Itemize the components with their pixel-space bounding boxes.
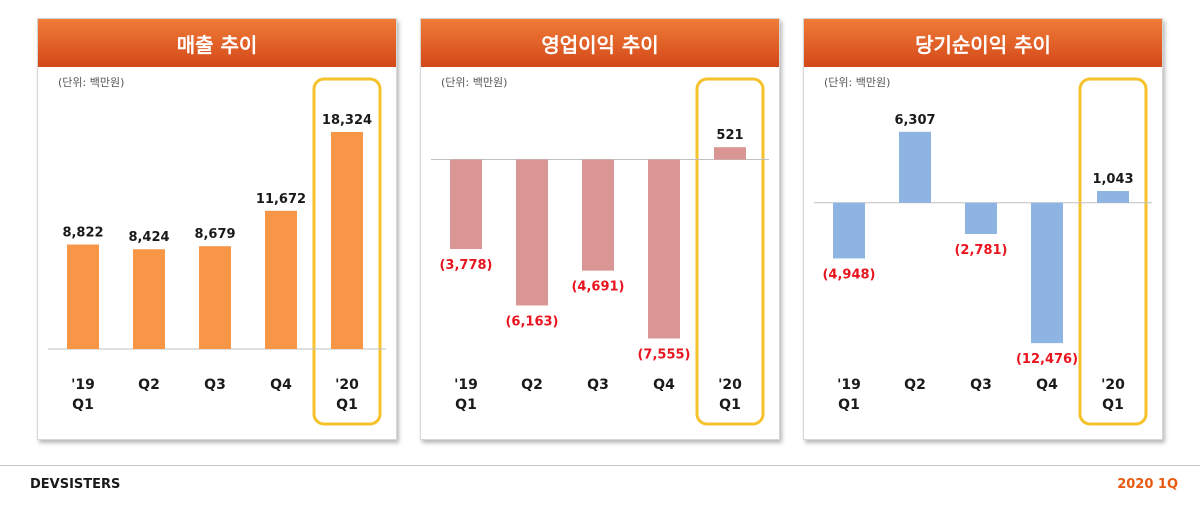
- sales-category-label: Q3: [204, 377, 226, 393]
- operating-profit-category-label: Q1: [719, 397, 741, 413]
- net-income-bar: [1031, 202, 1063, 344]
- sales-chart-title: 매출 추이: [38, 19, 396, 67]
- net-income-chart-title: 당기순이익 추이: [804, 19, 1162, 67]
- operating-profit-category-label: Q2: [521, 377, 543, 393]
- sales-unit-label: (단위: 백만원): [58, 76, 125, 89]
- net-income-unit-label: (단위: 백만원): [824, 76, 891, 89]
- sales-category-label: Q2: [138, 377, 160, 393]
- sales-bar: [265, 210, 297, 349]
- net-income-category-label: '20: [1101, 377, 1125, 393]
- sales-bar: [199, 246, 231, 349]
- net-income-chart: (4,948) '19 Q1 6,307 Q2 (2,781) Q3 (12,476) Q4 1,…: [814, 77, 1152, 426]
- operating-profit-highlight-box: [695, 77, 765, 426]
- operating-profit-unit-label: (단위: 백만원): [441, 76, 508, 89]
- sales-highlight-box: [312, 77, 382, 426]
- operating-profit-category-label: Q4: [653, 377, 675, 393]
- operating-profit-value-label: (4,691): [571, 280, 624, 295]
- footer-period: 2020 1Q: [1117, 477, 1178, 492]
- sales-value-label: 8,679: [194, 227, 235, 242]
- operating-profit-chart-title: 영업이익 추이: [421, 19, 779, 67]
- footer-divider: [0, 465, 1200, 466]
- sales-category-label: Q1: [336, 397, 358, 413]
- sales-bar: [331, 132, 363, 349]
- operating-profit-bar: [582, 159, 614, 271]
- sales-chart: 8,822 '19 Q1 8,424 Q2 8,679 Q3 11,672 Q4 18,324 '2…: [48, 77, 386, 426]
- net-income-category-label: '19: [837, 377, 861, 393]
- sales-chart-panel: 매출 추이 (단위: 백만원) 8,822 '19 Q1 8,424 Q2 8,679 Q3…: [37, 18, 397, 440]
- operating-profit-category-label: '20: [718, 377, 742, 393]
- sales-value-label: 8,424: [128, 230, 169, 245]
- net-income-bar: [965, 202, 997, 235]
- net-income-value-label: (12,476): [1016, 352, 1078, 367]
- net-income-value-label: 1,043: [1092, 172, 1133, 187]
- sales-category-label: Q4: [270, 377, 292, 393]
- net-income-category-label: Q1: [838, 397, 860, 413]
- operating-profit-chart: (3,778) '19 Q1 (6,163) Q2 (4,691) Q3 (7,555) Q4 5…: [431, 77, 769, 426]
- operating-profit-bar: [714, 147, 746, 160]
- sales-bar: [67, 244, 99, 349]
- sales-bar: [133, 249, 165, 349]
- net-income-category-label: Q4: [1036, 377, 1058, 393]
- net-income-value-label: (4,948): [822, 267, 875, 282]
- net-income-highlight-box: [1078, 77, 1148, 426]
- sales-category-label: '20: [335, 377, 359, 393]
- sales-value-label: 11,672: [256, 192, 306, 207]
- sales-value-label: 8,822: [62, 226, 103, 241]
- sales-category-label: '19: [71, 377, 95, 393]
- operating-profit-bar: [516, 159, 548, 306]
- net-income-bar: [899, 131, 931, 203]
- operating-profit-value-label: (3,778): [439, 258, 492, 273]
- footer-company: DEVSISTERS: [30, 477, 121, 492]
- operating-profit-category-label: Q3: [587, 377, 609, 393]
- operating-profit-value-label: (6,163): [505, 314, 558, 329]
- net-income-bar: [833, 202, 865, 259]
- operating-profit-bar: [450, 159, 482, 250]
- net-income-category-label: Q2: [904, 377, 926, 393]
- operating-profit-value-label: 521: [716, 128, 743, 143]
- operating-profit-bar: [648, 159, 680, 339]
- sales-value-label: 18,324: [322, 113, 372, 128]
- operating-profit-chart-panel: 영업이익 추이 (단위: 백만원) (3,778) '19 Q1 (6,163) Q2(…: [420, 18, 780, 440]
- net-income-bar: [1097, 191, 1129, 203]
- net-income-chart-panel: 당기순이익 추이 (단위: 백만원) (4,948) '19 Q1 6,307 Q2 (2…: [803, 18, 1163, 440]
- operating-profit-category-label: '19: [454, 377, 478, 393]
- net-income-category-label: Q1: [1102, 397, 1124, 413]
- sales-category-label: Q1: [72, 397, 94, 413]
- net-income-value-label: (2,781): [954, 243, 1007, 258]
- net-income-category-label: Q3: [970, 377, 992, 393]
- operating-profit-category-label: Q1: [455, 397, 477, 413]
- operating-profit-value-label: (7,555): [637, 347, 690, 362]
- net-income-value-label: 6,307: [894, 113, 935, 128]
